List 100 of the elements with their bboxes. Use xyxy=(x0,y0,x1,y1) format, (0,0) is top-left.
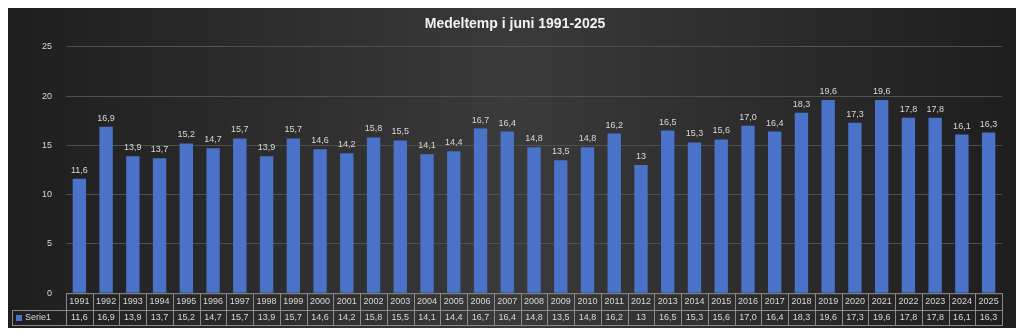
text: 13,9 xyxy=(124,142,142,153)
text: 15,5 xyxy=(391,126,410,137)
data-label: 14,4 xyxy=(445,312,463,323)
x-tick-label: 1996 xyxy=(203,296,224,307)
text: 14,8 xyxy=(578,133,597,144)
x-tick-label: 2017 xyxy=(764,296,785,307)
text: 16,5 xyxy=(658,116,677,127)
text: 19,6 xyxy=(819,86,837,97)
data-label: 13 xyxy=(635,312,646,323)
x-tick-label: 2023 xyxy=(925,296,946,307)
data-label: 16,4 xyxy=(498,312,517,323)
x-tick-label: 2015 xyxy=(711,296,732,307)
x-tick-label: 1997 xyxy=(229,296,250,307)
data-label: 17,3 xyxy=(846,312,864,323)
data-label: 14,8 xyxy=(578,312,597,323)
y-tick-label: 15 xyxy=(42,139,53,150)
data-label: 13,9 xyxy=(124,312,142,323)
text: 14,1 xyxy=(418,140,436,151)
text: 13,7 xyxy=(150,144,169,155)
x-tick-label: 2018 xyxy=(791,296,812,307)
x-tick-label: 1998 xyxy=(256,296,277,307)
x-tick-label: 2014 xyxy=(684,296,705,307)
data-label: 15,5 xyxy=(391,312,410,323)
text: 15,7 xyxy=(231,124,249,135)
text: 19,6 xyxy=(872,86,891,97)
data-label: 19,6 xyxy=(872,312,891,323)
legend-label: Serie1 xyxy=(25,312,52,323)
x-tick-label: 2024 xyxy=(951,296,972,307)
text: 15,2 xyxy=(177,129,196,140)
data-label: 16,3 xyxy=(979,312,998,323)
data-label: 14,2 xyxy=(338,312,356,323)
text: 14,6 xyxy=(311,135,329,146)
data-label: 15,7 xyxy=(231,312,249,323)
x-tick-label: 2002 xyxy=(363,296,384,307)
text: 18,3 xyxy=(792,98,811,109)
x-tick-label: 1999 xyxy=(283,296,304,307)
data-label: 16,7 xyxy=(471,312,490,323)
x-tick-label: 2025 xyxy=(978,296,999,307)
data-label: 16,9 xyxy=(97,312,115,323)
data-label: 16,2 xyxy=(605,312,623,323)
y-tick-label: 20 xyxy=(42,90,53,101)
x-tick-label: 2008 xyxy=(523,296,545,307)
data-label: 18,3 xyxy=(792,312,811,323)
text: 16,2 xyxy=(605,119,623,130)
text: 14,8 xyxy=(525,133,543,144)
x-tick-label: 2007 xyxy=(497,296,518,307)
text: 17,3 xyxy=(846,108,864,119)
x-tick-label: 1992 xyxy=(96,296,117,307)
chart-title: Medeltemp i juni 1991-2025 xyxy=(424,15,606,32)
data-label: 15,8 xyxy=(364,312,383,323)
y-tick-label: 0 xyxy=(47,287,53,298)
y-tick-label: 25 xyxy=(42,41,53,52)
x-tick-label: 1994 xyxy=(149,296,170,307)
text: 16,4 xyxy=(765,117,784,128)
data-label: 14,7 xyxy=(204,312,222,323)
data-label: 15,6 xyxy=(712,312,730,323)
text: 14,4 xyxy=(445,137,463,148)
x-tick-label: 2016 xyxy=(737,296,758,307)
x-tick-label: 2010 xyxy=(577,296,598,307)
x-tick-label: 2004 xyxy=(417,296,438,307)
data-label: 16,1 xyxy=(953,312,971,323)
text: 16,9 xyxy=(97,112,115,123)
data-label: 17,0 xyxy=(739,312,757,323)
text: 11,6 xyxy=(70,164,88,175)
data-label: 14,6 xyxy=(311,312,329,323)
x-tick-label: 2003 xyxy=(390,296,411,307)
data-label: 13,7 xyxy=(150,312,169,323)
x-tick-label: 1995 xyxy=(176,296,197,307)
y-tick-label: 10 xyxy=(42,189,53,200)
x-tick-label: 1993 xyxy=(122,296,143,307)
text: 17,0 xyxy=(739,111,757,122)
text: 15,6 xyxy=(712,125,730,136)
text: 13,9 xyxy=(257,142,276,153)
x-tick-label: 2021 xyxy=(871,296,892,307)
x-tick-label: 2012 xyxy=(630,296,651,307)
text: 15,8 xyxy=(364,123,383,134)
text: 16,4 xyxy=(498,117,517,128)
text: 14,7 xyxy=(204,134,222,145)
data-label: 15,7 xyxy=(284,312,303,323)
x-tick-label: 2009 xyxy=(550,296,571,307)
data-label: 16,5 xyxy=(658,312,677,323)
text: 13 xyxy=(635,151,646,162)
data-label: 14,1 xyxy=(418,312,436,323)
x-tick-label: 2013 xyxy=(657,296,678,307)
text: 13,5 xyxy=(551,146,570,157)
text: 15,7 xyxy=(284,124,303,135)
text: 16,7 xyxy=(471,114,490,125)
text: 16,1 xyxy=(953,120,971,131)
x-tick-label: 2005 xyxy=(443,296,464,307)
x-tick-label: 2000 xyxy=(310,296,331,307)
data-label: 19,6 xyxy=(819,312,837,323)
text: 14,2 xyxy=(338,139,356,150)
x-tick-label: 1991 xyxy=(69,296,90,307)
text: 17,8 xyxy=(899,103,918,114)
data-label: 15,2 xyxy=(177,312,196,323)
text: 17,8 xyxy=(926,103,944,114)
data-label: 13,5 xyxy=(551,312,570,323)
data-label: 13,9 xyxy=(257,312,276,323)
y-tick-label: 5 xyxy=(47,238,53,249)
x-tick-label: 2006 xyxy=(470,296,491,307)
